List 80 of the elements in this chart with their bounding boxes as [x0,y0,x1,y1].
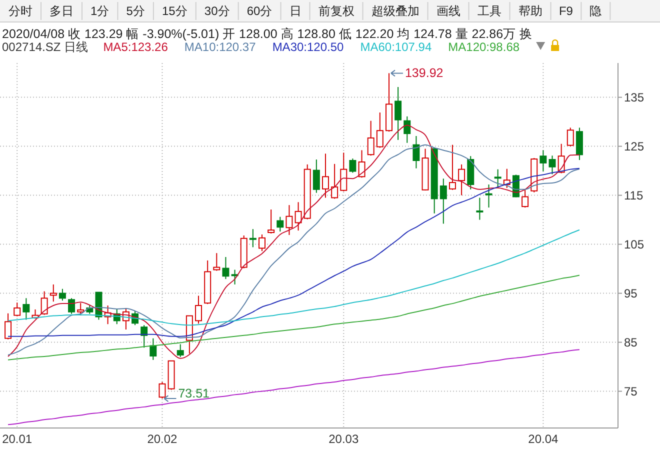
candlestick [68,298,76,314]
text: 隐 [590,4,602,18]
candlestick [458,164,466,196]
candlestick [548,155,556,175]
text: 15分 [162,4,188,18]
candlestick [404,116,411,144]
text: F9 [558,4,574,18]
candlestick [540,150,547,172]
text: 前复权 [318,4,354,18]
text: 1分 [90,4,110,18]
y-tick-label: 105 [624,237,644,252]
candlestick [258,234,266,252]
candlestick [576,127,583,161]
annotation: 139.92 [404,66,444,80]
candlestick [349,158,356,174]
y-tick-label: 115 [624,188,644,202]
text: 60分 [246,4,272,18]
candlestick [140,324,148,348]
x-tick-label: 20.02 [147,432,178,446]
candlestick [485,184,492,208]
x-tick-label: 20.04 [528,432,559,446]
candlestick [367,120,374,156]
text: 30分 [204,4,230,18]
candlestick [322,153,329,198]
candlestick [58,288,66,302]
text: 工具 [477,4,502,18]
text: MA5:123.26 [103,40,168,54]
chart-title: 2020/04/08 收 123.29 幅 -3.90%(-5.01) 开 128.00 高 128.80 低 122.20 均 124.78 量 22.86万 换 [2,26,533,41]
text: MA120:98.68 [448,40,520,54]
line-series [8,274,580,360]
candlestick [331,163,338,200]
candlestick [222,256,230,280]
candlestick [340,152,348,192]
text: MA10:120.37 [184,40,256,54]
y-tick-label: 95 [624,286,638,300]
x-tick-label: 20.01 [2,432,32,446]
text: MA30:120.50 [272,40,344,54]
candlestick [158,381,166,400]
y-tick-label: 75 [624,384,638,398]
candlestick [268,208,275,234]
y-tick-label: 135 [624,90,644,104]
text: 5分 [126,4,145,18]
candlestick [22,298,30,320]
text: 帮助 [518,4,542,18]
candlestick [394,86,402,140]
candlestick [231,269,238,285]
text: 日 [289,4,302,18]
text: 超级叠加 [371,4,420,18]
candlestick [440,178,447,224]
line-series [8,349,580,426]
candlestick [476,197,484,220]
text: 分时 [8,4,32,18]
candlestick [276,216,284,232]
text: 画线 [436,4,460,18]
candlestick [566,127,574,147]
candlestick [376,112,384,148]
candlestick [40,290,48,316]
candlestick [249,228,256,248]
candlestick [4,312,12,340]
y-tick-label: 125 [624,139,644,154]
candlestick [412,136,420,169]
candlestick [294,202,302,232]
candlestick [176,344,184,358]
candlestick [150,338,157,360]
text: 多日 [50,4,74,18]
candlestick [14,302,21,317]
candlestick [195,295,202,324]
x-tick-label: 20.03 [328,432,359,446]
candlestick [77,302,84,316]
candlestick [522,189,529,208]
candlestick [286,204,293,236]
annotation: 73.51 [178,386,210,401]
y-tick-label: 85 [624,335,638,350]
candlestick [213,252,220,272]
candlestick [494,168,502,188]
candlestick [358,150,366,178]
candlestick [312,159,320,194]
candlestick [448,144,456,190]
text: MA60:107.94 [360,40,432,54]
chart-subtitle: 002714.SZ 日线 [2,40,88,54]
